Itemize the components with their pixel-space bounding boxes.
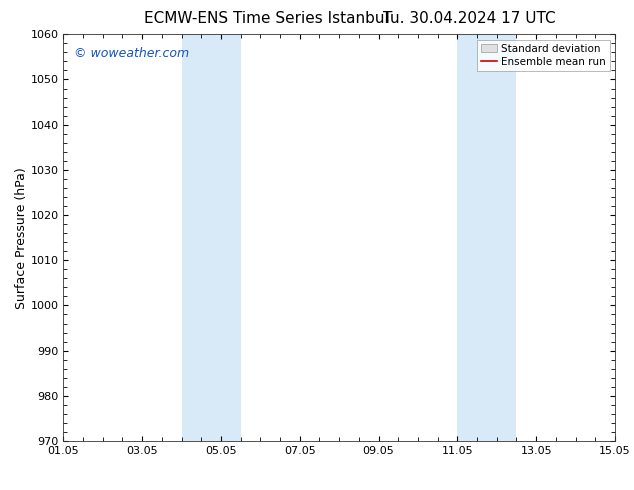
Y-axis label: Surface Pressure (hPa): Surface Pressure (hPa) (15, 167, 28, 309)
Text: Tu. 30.04.2024 17 UTC: Tu. 30.04.2024 17 UTC (383, 11, 555, 26)
Text: ECMW-ENS Time Series Istanbul: ECMW-ENS Time Series Istanbul (144, 11, 389, 26)
Bar (181, 34, 241, 441)
Bar (457, 34, 517, 441)
Text: © woweather.com: © woweather.com (74, 47, 190, 59)
Legend: Standard deviation, Ensemble mean run: Standard deviation, Ensemble mean run (477, 40, 610, 71)
